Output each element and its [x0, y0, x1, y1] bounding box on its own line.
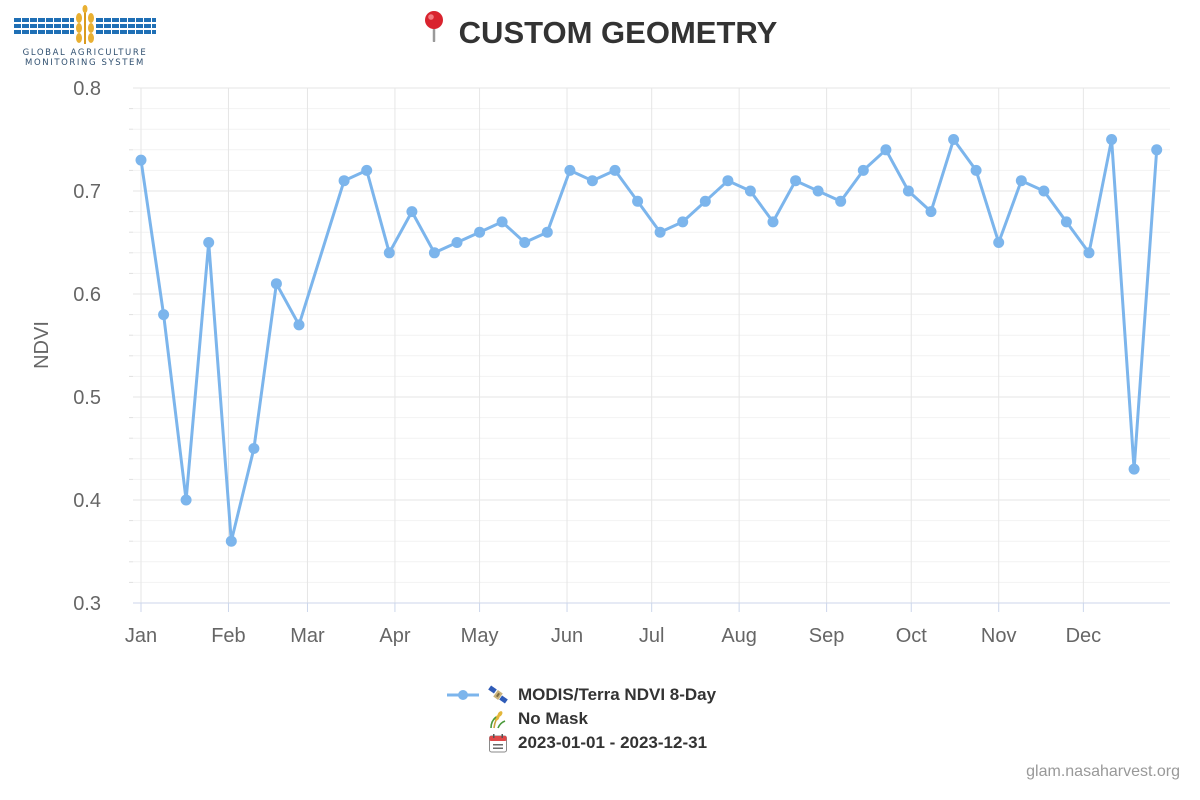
legend-date-label: 2023-01-01 - 2023-12-31 — [518, 733, 708, 752]
legend-mask-label: No Mask — [518, 709, 588, 728]
x-tick-label: Jan — [125, 625, 157, 647]
y-tick-label: 0.4 — [73, 490, 101, 512]
data-point[interactable] — [654, 226, 666, 238]
data-point[interactable] — [993, 237, 1005, 248]
x-tick-label: Oct — [896, 625, 928, 647]
pin-icon — [423, 10, 445, 51]
x-tick-label: Jun — [551, 625, 583, 647]
glam-logo: GLOBAL AGRICULTURE MONITORING SYSTEM — [12, 4, 162, 72]
data-point[interactable] — [1083, 247, 1095, 259]
data-point[interactable] — [406, 206, 418, 218]
data-point[interactable] — [383, 247, 395, 259]
legend-series-marker — [446, 683, 480, 707]
x-tick-label: May — [461, 625, 499, 647]
data-point[interactable] — [1060, 216, 1072, 228]
data-point[interactable] — [677, 216, 689, 228]
data-point[interactable] — [790, 175, 802, 187]
data-point[interactable] — [835, 195, 847, 207]
minor-gridlines — [129, 108, 1170, 583]
legend-series-label: MODIS/Terra NDVI 8-Day — [518, 685, 717, 704]
x-tick-label: Apr — [379, 625, 410, 647]
data-point[interactable] — [135, 154, 147, 166]
x-axis-ticks: Jan Feb Mar Apr May Jun Jul Aug Sep Oct Nov Dec — [125, 603, 1101, 647]
data-point[interactable] — [812, 185, 824, 197]
data-point[interactable] — [270, 278, 282, 290]
satellite-icon — [488, 685, 508, 705]
data-point[interactable] — [586, 175, 598, 187]
data-point[interactable] — [428, 247, 440, 259]
data-point[interactable] — [857, 164, 869, 176]
data-point[interactable] — [158, 309, 170, 321]
chart-title-row: CUSTOM GEOMETRY — [0, 11, 1200, 55]
x-tick-label: Aug — [721, 625, 757, 647]
x-tick-label: Jul — [639, 625, 665, 647]
data-point[interactable] — [1128, 463, 1140, 475]
data-point[interactable] — [880, 144, 892, 156]
crop-icon — [488, 709, 508, 729]
data-point[interactable] — [519, 237, 531, 248]
data-point[interactable] — [699, 195, 711, 207]
data-point[interactable] — [902, 185, 914, 197]
series-line — [139, 138, 1159, 543]
y-axis-ticks: 0.3 0.4 0.5 0.6 0.7 0.8 — [73, 78, 101, 615]
data-point[interactable] — [541, 226, 553, 238]
data-point[interactable] — [1015, 175, 1027, 187]
page-title: CUSTOM GEOMETRY — [458, 15, 778, 50]
logo-line-2: MONITORING SYSTEM — [25, 58, 145, 68]
major-gridlines — [133, 87, 1170, 604]
data-point[interactable] — [948, 134, 960, 145]
y-tick-label: 0.3 — [73, 593, 101, 615]
data-point[interactable] — [632, 195, 644, 207]
data-point[interactable] — [293, 319, 305, 331]
data-point[interactable] — [474, 226, 486, 238]
data-point[interactable] — [744, 185, 756, 197]
data-point[interactable] — [1106, 134, 1118, 145]
y-tick-label: 0.8 — [73, 78, 101, 100]
data-point[interactable] — [925, 206, 937, 218]
data-point[interactable] — [248, 443, 260, 454]
y-tick-label: 0.5 — [73, 387, 101, 409]
data-point[interactable] — [496, 216, 508, 228]
data-point[interactable] — [722, 175, 734, 187]
data-point[interactable] — [767, 216, 779, 228]
calendar-icon — [488, 733, 508, 753]
y-tick-label: 0.7 — [73, 181, 101, 203]
y-axis-label: NDVI — [31, 321, 53, 369]
series-ndvi — [135, 134, 1163, 547]
data-point[interactable] — [203, 237, 215, 248]
data-point[interactable] — [609, 164, 621, 176]
logo-graphic — [14, 5, 156, 44]
data-point[interactable] — [1038, 185, 1050, 197]
data-point[interactable] — [361, 164, 373, 176]
x-tick-label: Feb — [211, 625, 245, 647]
x-tick-label: Sep — [809, 625, 845, 647]
site-credit[interactable]: glam.nasaharvest.org — [1026, 763, 1180, 780]
data-point[interactable] — [180, 494, 192, 506]
logo-line-1: GLOBAL AGRICULTURE — [22, 48, 148, 58]
x-tick-label: Nov — [981, 625, 1017, 647]
x-tick-label: Dec — [1066, 625, 1102, 647]
data-point[interactable] — [970, 164, 982, 176]
data-point[interactable] — [338, 175, 350, 187]
data-point[interactable] — [225, 535, 237, 547]
y-tick-label: 0.6 — [73, 284, 101, 306]
data-point[interactable] — [1151, 144, 1163, 156]
data-point[interactable] — [451, 237, 463, 248]
x-tick-label: Mar — [290, 625, 325, 647]
data-point[interactable] — [564, 164, 576, 176]
